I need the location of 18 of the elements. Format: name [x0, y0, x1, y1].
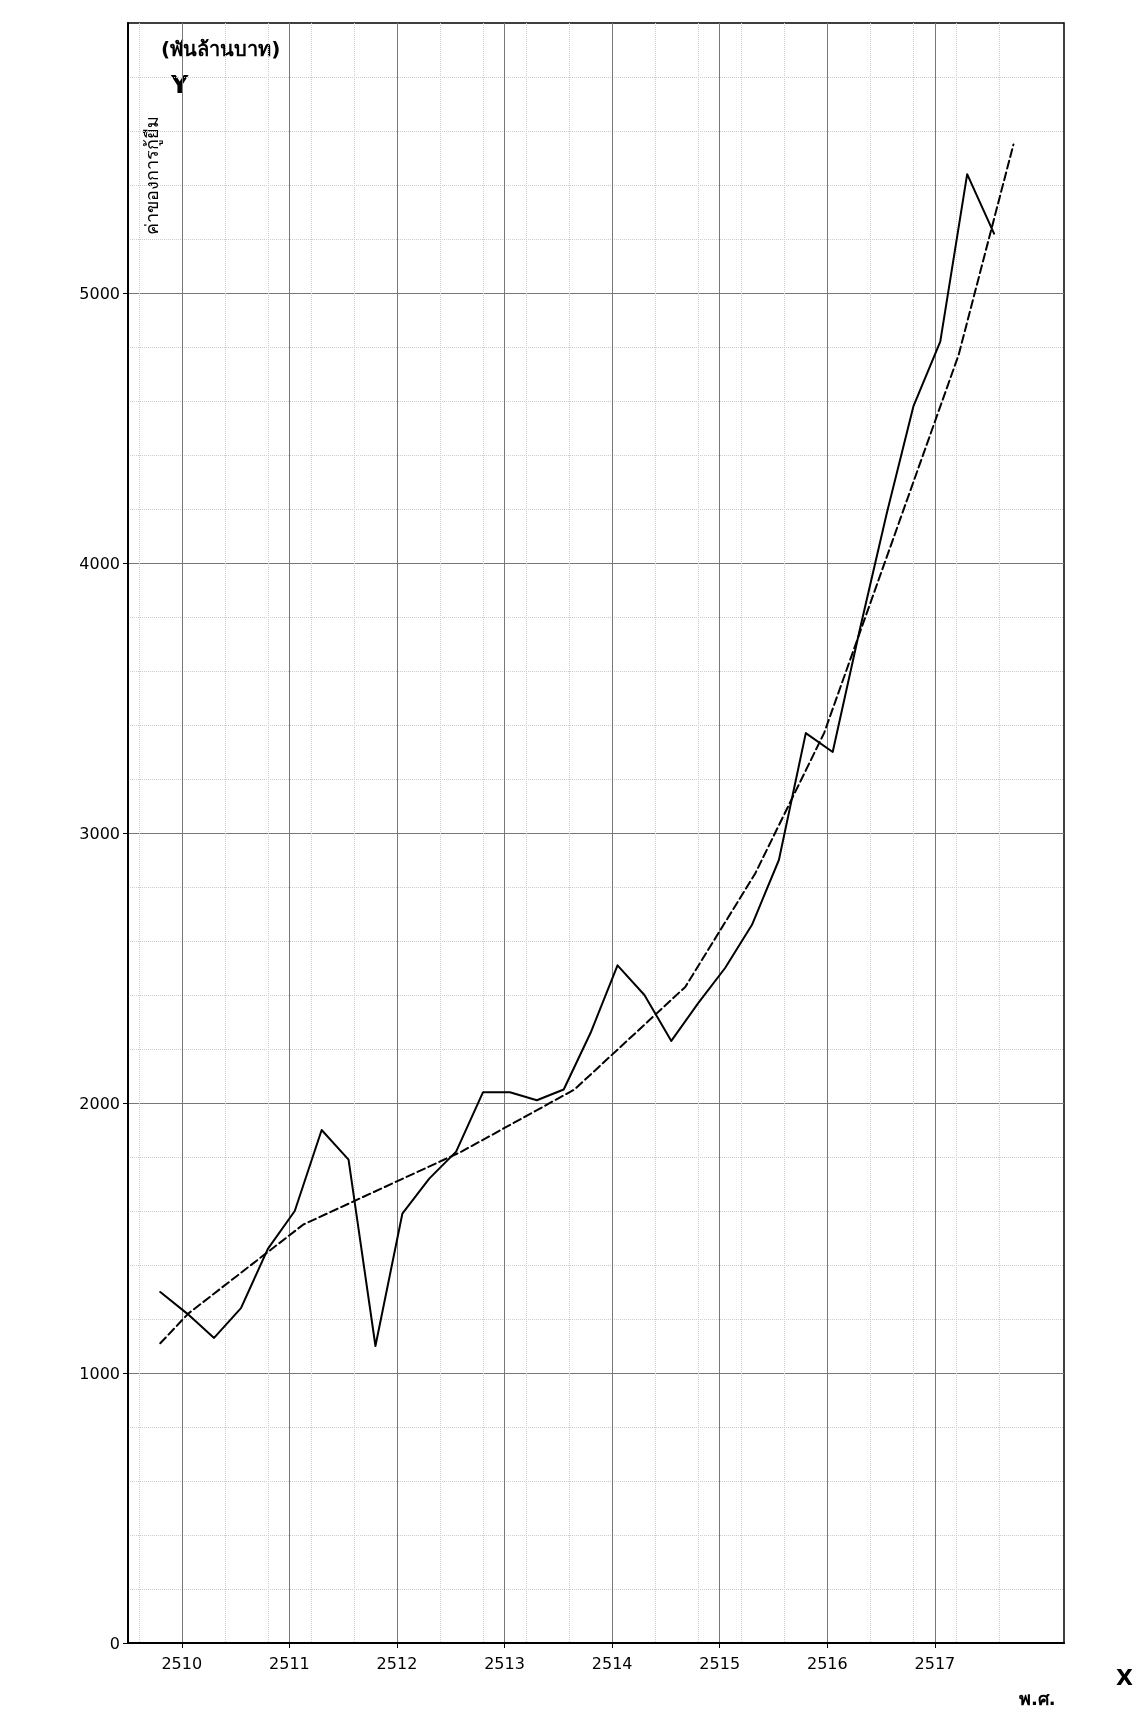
x-tick-label: 2513 — [484, 1653, 525, 1673]
y-tick-label: 0 — [109, 1633, 120, 1653]
annotation: (พันล้านบาท) — [161, 37, 281, 61]
x-tick-label: 2515 — [699, 1653, 741, 1673]
x-tick-label: 2512 — [376, 1653, 418, 1673]
y-tick-label: 1000 — [79, 1363, 120, 1383]
y-tick-label: 3000 — [79, 823, 120, 843]
y-tick-label: 5000 — [79, 283, 120, 303]
x-tick-label: 2517 — [914, 1653, 956, 1673]
text: X — [1116, 1664, 1133, 1690]
x-axis-title: พ.ศ. — [1019, 1687, 1056, 1709]
y-tick-label: 2000 — [79, 1093, 120, 1113]
y-tick-label: 4000 — [79, 553, 120, 573]
y-axis-title: ค่าของการกู้ยืม — [140, 116, 163, 235]
x-tick-label: 2516 — [806, 1653, 848, 1673]
x-tick-label: 2514 — [591, 1653, 633, 1673]
x-tick-label: 2510 — [161, 1653, 203, 1673]
x-tick-label: 2511 — [269, 1653, 310, 1673]
